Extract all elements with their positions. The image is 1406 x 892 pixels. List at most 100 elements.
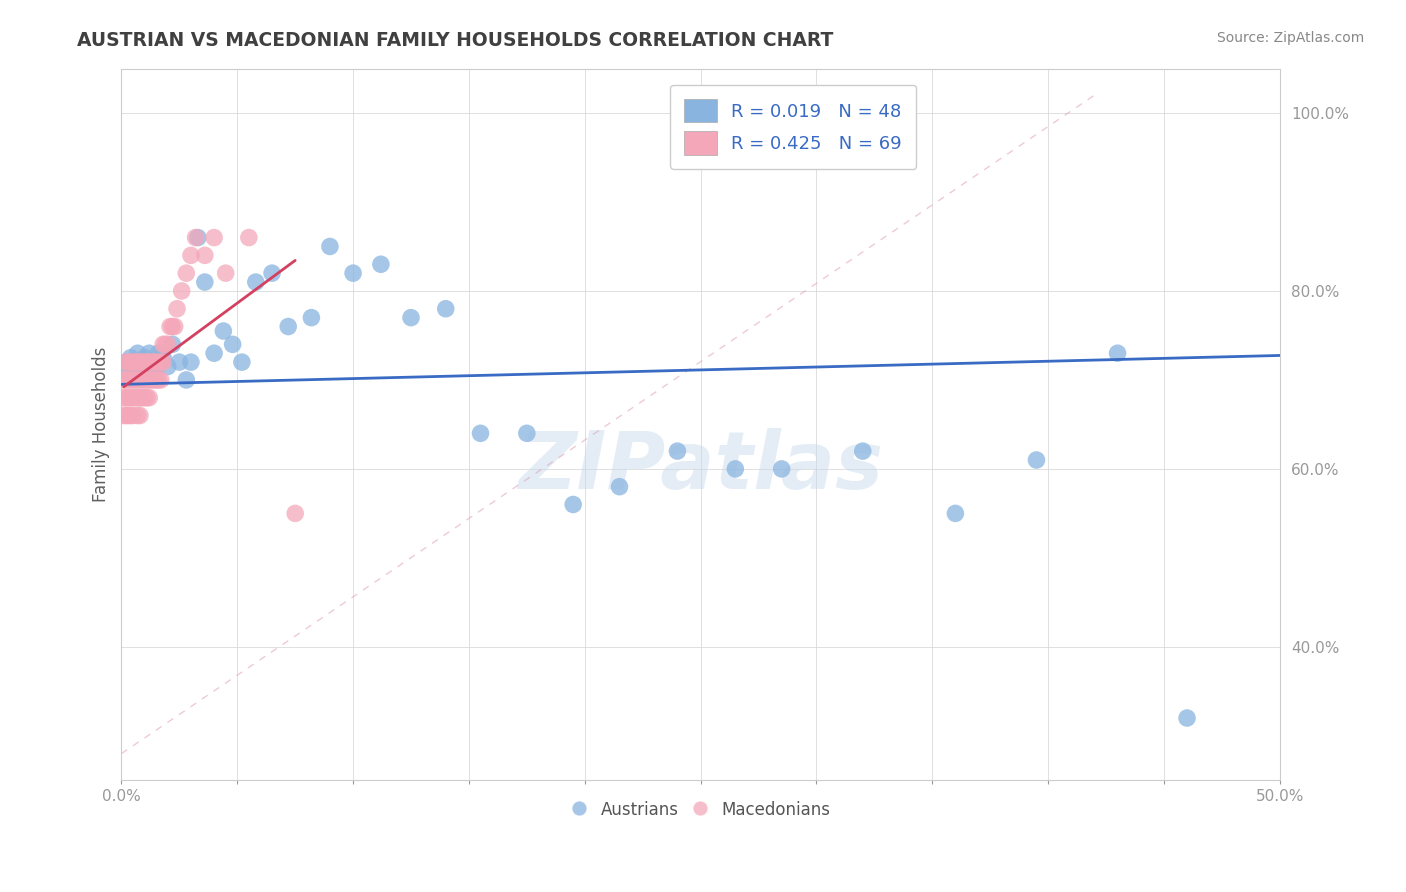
Point <box>152 337 174 351</box>
Point <box>129 373 152 387</box>
Point <box>122 359 145 374</box>
Point <box>112 409 135 423</box>
Point <box>342 266 364 280</box>
Point <box>180 248 202 262</box>
Point <box>187 230 209 244</box>
Point <box>129 355 152 369</box>
Point <box>221 337 243 351</box>
Y-axis label: Family Households: Family Households <box>93 347 110 502</box>
Point <box>131 373 153 387</box>
Text: ZIPatlas: ZIPatlas <box>517 428 883 506</box>
Point <box>120 351 142 365</box>
Point <box>142 373 165 387</box>
Point <box>299 310 322 325</box>
Point <box>129 409 152 423</box>
Point <box>609 480 631 494</box>
Point <box>135 391 157 405</box>
Point <box>319 239 342 253</box>
Point <box>138 391 160 405</box>
Point <box>162 337 184 351</box>
Point <box>470 426 492 441</box>
Point <box>152 355 174 369</box>
Point <box>145 373 167 387</box>
Point <box>562 498 585 512</box>
Point <box>124 373 146 387</box>
Point <box>120 373 142 387</box>
Point <box>127 373 149 387</box>
Point <box>141 373 163 387</box>
Point <box>148 346 170 360</box>
Point <box>162 319 184 334</box>
Point <box>127 409 149 423</box>
Point <box>142 355 165 369</box>
Point <box>120 409 142 423</box>
Point <box>138 355 160 369</box>
Point <box>124 355 146 369</box>
Text: AUSTRIAN VS MACEDONIAN FAMILY HOUSEHOLDS CORRELATION CHART: AUSTRIAN VS MACEDONIAN FAMILY HOUSEHOLDS… <box>77 31 834 50</box>
Point <box>155 337 177 351</box>
Point <box>770 462 793 476</box>
Point <box>1025 453 1047 467</box>
Point <box>122 391 145 405</box>
Point <box>184 230 207 244</box>
Point <box>120 391 142 405</box>
Point <box>516 426 538 441</box>
Point <box>666 444 689 458</box>
Point <box>115 373 138 387</box>
Point <box>129 355 152 369</box>
Point <box>145 359 167 374</box>
Point <box>117 355 139 369</box>
Point <box>169 355 191 369</box>
Point <box>124 368 146 383</box>
Point <box>117 409 139 423</box>
Point <box>122 373 145 387</box>
Point <box>127 346 149 360</box>
Point <box>122 355 145 369</box>
Point <box>115 355 138 369</box>
Point <box>170 284 193 298</box>
Point <box>122 409 145 423</box>
Point <box>238 230 260 244</box>
Point <box>134 391 156 405</box>
Point <box>117 373 139 387</box>
Point <box>129 391 152 405</box>
Point <box>141 355 163 369</box>
Point <box>120 355 142 369</box>
Point <box>138 346 160 360</box>
Point <box>370 257 392 271</box>
Point <box>141 355 163 369</box>
Point <box>1175 711 1198 725</box>
Point <box>135 355 157 369</box>
Point <box>134 355 156 369</box>
Point <box>152 351 174 365</box>
Point <box>115 409 138 423</box>
Point <box>131 359 153 374</box>
Point <box>134 351 156 365</box>
Legend: Austrians, Macedonians: Austrians, Macedonians <box>564 794 838 825</box>
Point <box>156 337 179 351</box>
Text: Source: ZipAtlas.com: Source: ZipAtlas.com <box>1216 31 1364 45</box>
Point <box>135 373 157 387</box>
Point <box>399 310 422 325</box>
Point <box>148 373 170 387</box>
Point <box>134 373 156 387</box>
Point <box>138 373 160 387</box>
Point <box>231 355 253 369</box>
Point <box>115 355 138 369</box>
Point <box>1107 346 1129 360</box>
Point <box>194 275 217 289</box>
Point <box>135 368 157 383</box>
Point <box>127 391 149 405</box>
Point <box>284 507 307 521</box>
Point <box>163 319 186 334</box>
Point <box>434 301 457 316</box>
Point <box>724 462 747 476</box>
Point <box>115 391 138 405</box>
Point <box>124 391 146 405</box>
Point <box>156 359 179 374</box>
Point <box>166 301 188 316</box>
Point <box>149 373 172 387</box>
Point <box>212 324 235 338</box>
Point <box>260 266 283 280</box>
Point <box>131 391 153 405</box>
